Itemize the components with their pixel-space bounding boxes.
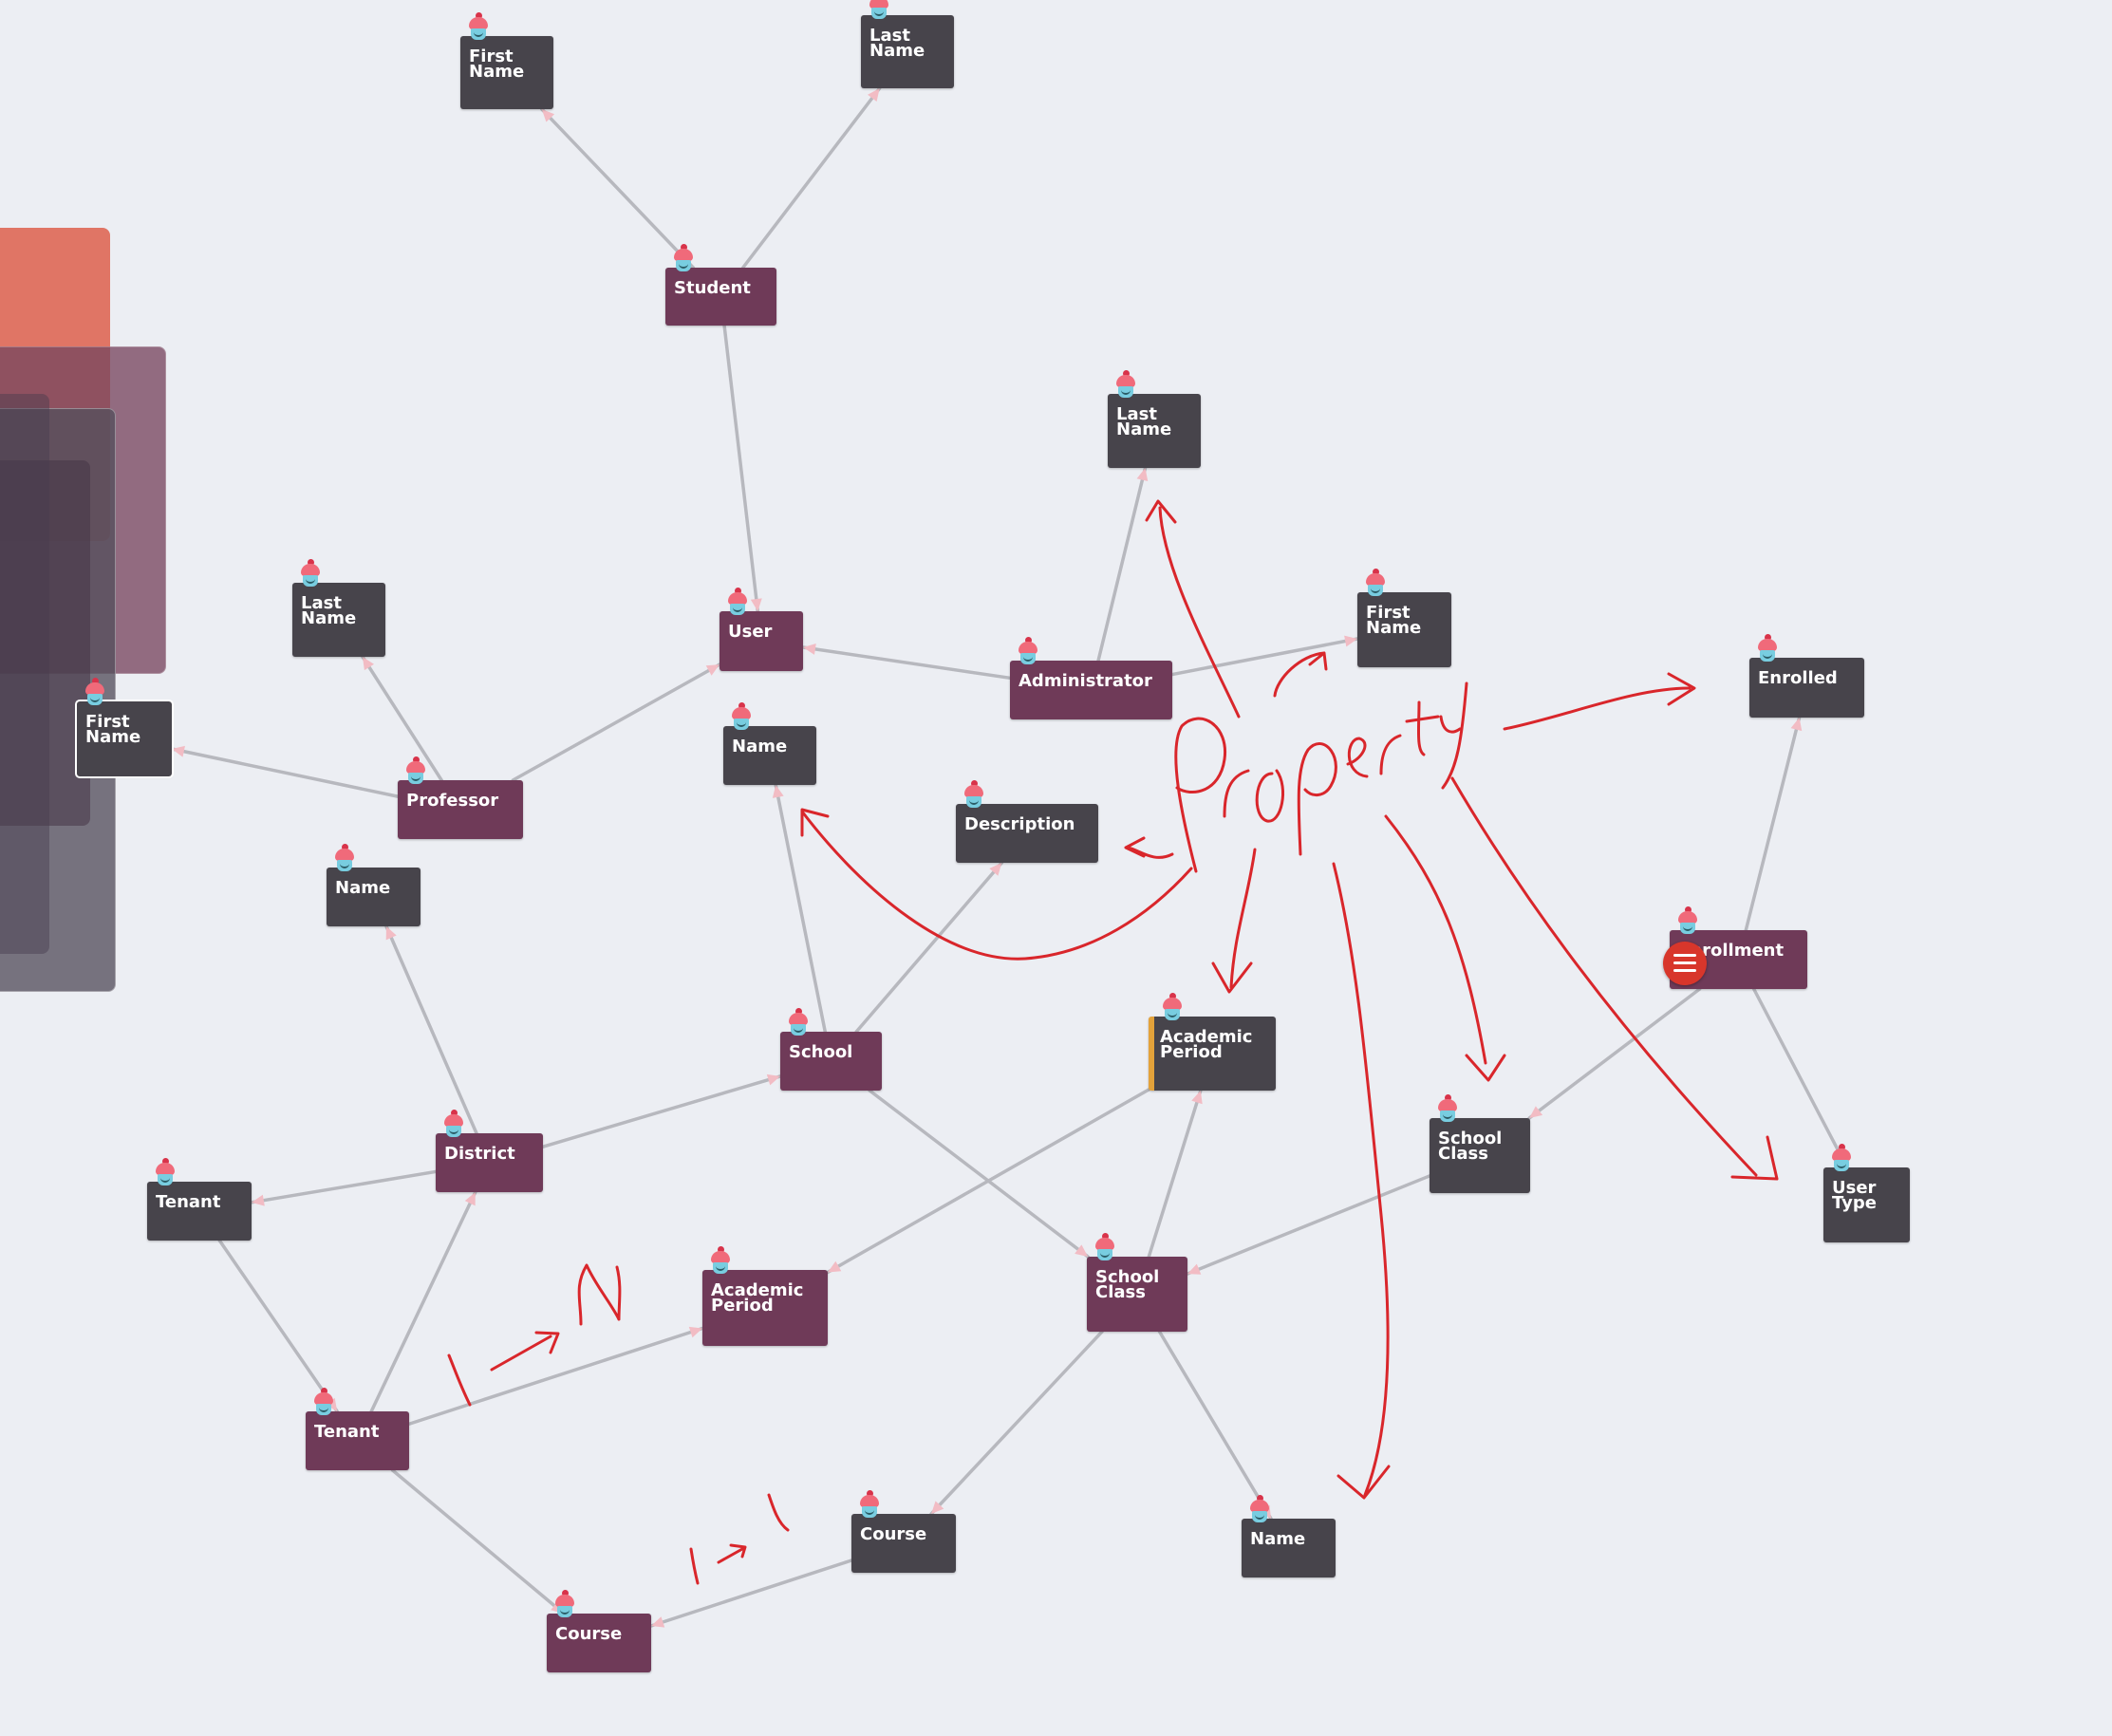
ink-arrow-to-user-type: [1452, 778, 1777, 1179]
ink-letter-p2: [1299, 744, 1336, 854]
menu-button[interactable]: [1663, 942, 1707, 985]
ink-arrow-to-academic-period: [1213, 849, 1255, 992]
ink-one-to-n: [449, 1265, 620, 1405]
ink-letter-o: [1257, 771, 1282, 821]
ink-arrow-to-first-name: [1275, 653, 1326, 696]
ink-letter-p: [1176, 719, 1225, 871]
ink-arrow-to-description: [1126, 838, 1172, 857]
ink-arrow-to-name-bottom: [1334, 864, 1389, 1498]
ink-arrow-to-school-class: [1386, 816, 1505, 1080]
ink-letter-r: [1224, 771, 1248, 816]
ink-letter-t: [1407, 702, 1438, 755]
ink-one-to-one: [691, 1495, 788, 1583]
ink-arrow-to-name: [802, 810, 1191, 959]
menu-icon: [1673, 961, 1696, 964]
ink-arrow-to-enrolled: [1505, 674, 1694, 729]
menu-icon: [1673, 969, 1696, 972]
ink-arrow-to-last-name: [1147, 501, 1239, 717]
menu-icon: [1673, 954, 1696, 957]
ink-letter-y: [1441, 683, 1467, 788]
ink-letter-e: [1348, 738, 1367, 776]
ink-letter-r2: [1381, 736, 1400, 774]
